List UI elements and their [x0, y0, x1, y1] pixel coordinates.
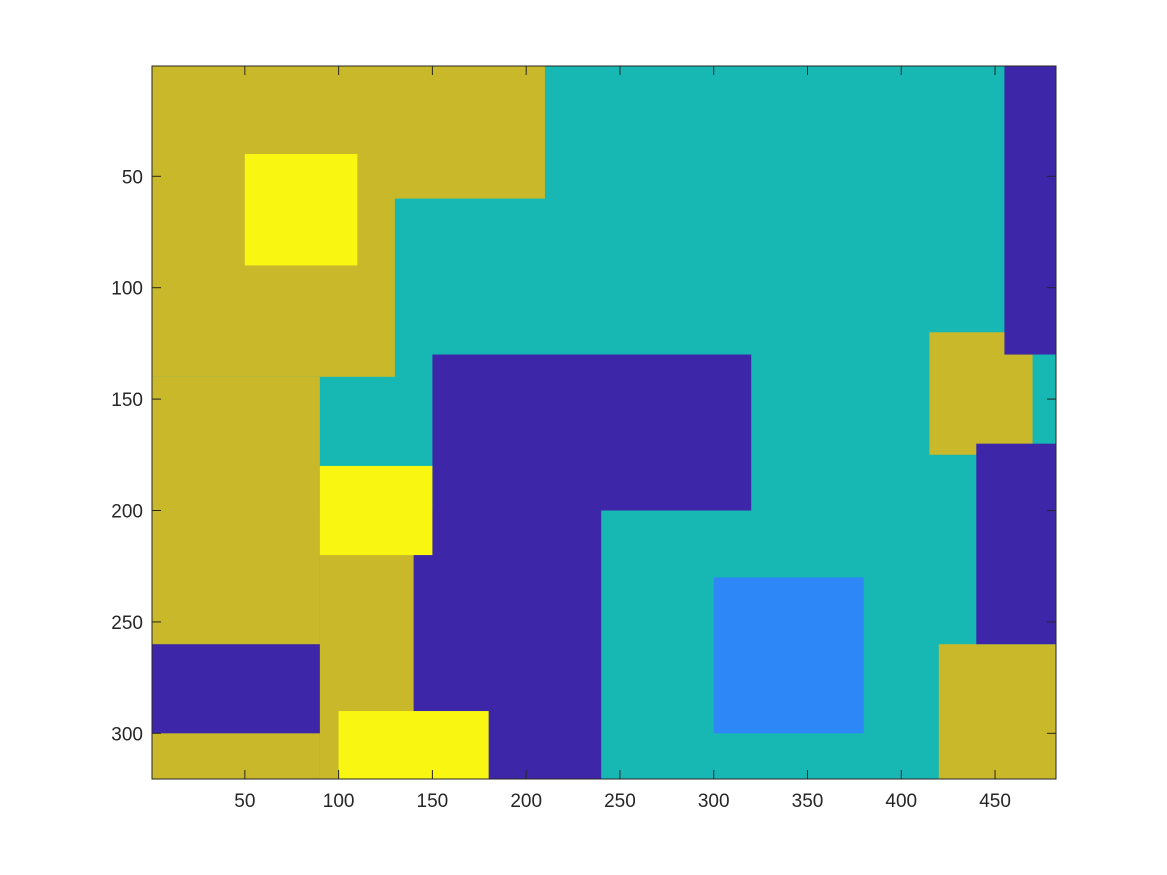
heatmap-region-class-4	[938, 644, 1056, 779]
y-tick-label: 200	[111, 502, 143, 523]
x-axis: 50 100 150 200 250 300 350 400 450	[234, 66, 1011, 812]
y-tick-label: 300	[111, 724, 143, 745]
x-tick-label: 250	[604, 791, 636, 812]
x-tick-label: 150	[417, 791, 449, 812]
plot-area	[152, 66, 1056, 779]
axes-box	[151, 65, 1057, 780]
x-tick-label: 300	[698, 791, 730, 812]
x-tick-label: 350	[792, 791, 824, 812]
x-tick-label: 450	[979, 791, 1011, 812]
y-tick-label: 250	[111, 613, 143, 634]
heatmap-region-class-5	[319, 465, 433, 556]
heatmap-region-class-1	[976, 443, 1056, 645]
x-tick-label: 200	[510, 791, 542, 812]
y-axis: 50 100 150 200 250 300	[111, 167, 1056, 745]
heatmap-region-class-1	[432, 354, 752, 511]
x-tick-label: 400	[885, 791, 917, 812]
y-tick-label: 50	[122, 167, 143, 188]
heatmap-region-class-1	[152, 644, 320, 734]
heatmap-region-class-5	[338, 711, 489, 779]
y-tick-label: 150	[111, 390, 143, 411]
x-tick-label: 100	[323, 791, 355, 812]
heatmap-region-class-2	[713, 577, 864, 734]
heatmap-region-class-4	[338, 66, 545, 199]
x-tick-label: 50	[234, 791, 255, 812]
heatmap-region-class-1	[1004, 66, 1056, 355]
y-tick-label: 100	[111, 279, 143, 300]
heatmap-region-class-5	[244, 154, 358, 266]
